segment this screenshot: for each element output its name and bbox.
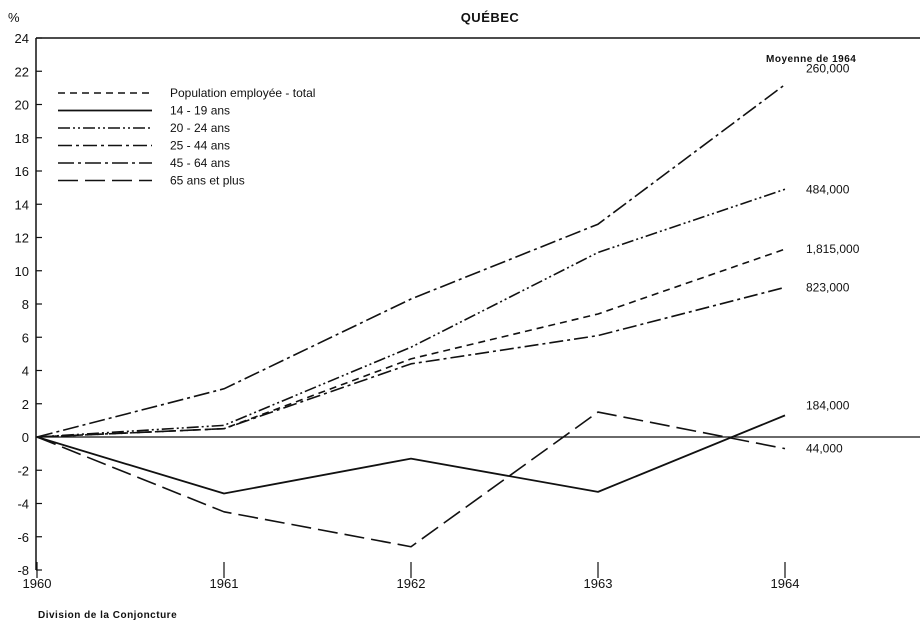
legend: Population employée - total 14 - 19 ans 20… <box>58 86 315 188</box>
y-tick-label: -6 <box>17 530 29 545</box>
series-end-label: 1,815,000 <box>806 242 860 256</box>
x-axis-ticks: 1960 1961 1962 1963 1964 <box>23 562 800 591</box>
x-tick-label: 1962 <box>397 576 426 591</box>
legend-label: 25 - 44 ans <box>170 139 230 153</box>
y-tick-label: 0 <box>22 430 29 445</box>
series-end-label: 184,000 <box>806 398 850 412</box>
end-label-header: Moyenne de 1964 <box>766 54 856 65</box>
legend-label: 65 ans et plus <box>170 174 245 188</box>
legend-label: 20 - 24 ans <box>170 121 230 135</box>
series-line-5 <box>36 83 786 438</box>
y-tick-label: 16 <box>15 164 29 179</box>
y-tick-label: 4 <box>22 364 29 379</box>
series-end-label: 484,000 <box>806 182 850 196</box>
y-tick-label: 20 <box>15 98 29 113</box>
y-tick-label: 14 <box>15 197 29 212</box>
y-tick-label: -8 <box>17 563 29 578</box>
legend-label: 45 - 64 ans <box>170 156 230 170</box>
series-line-4 <box>36 286 786 438</box>
y-tick-label: 18 <box>15 131 29 146</box>
chart-title: QUÉBEC <box>461 10 520 25</box>
x-tick-label: 1961 <box>210 576 239 591</box>
series-end-label: 823,000 <box>806 280 850 294</box>
y-tick-label: 12 <box>15 231 29 246</box>
series-lines <box>36 83 786 548</box>
x-tick-label: 1963 <box>584 576 613 591</box>
y-tick-label: -4 <box>17 497 29 512</box>
series-end-label: 44,000 <box>806 442 843 456</box>
series-end-label: 260,000 <box>806 62 850 76</box>
series-line-6 <box>36 411 786 548</box>
y-tick-label: -2 <box>17 463 29 478</box>
series-line-3 <box>36 188 786 438</box>
x-tick-label: 1960 <box>23 576 52 591</box>
series-end-labels: 1,815,000 184,000 484,000 823,000 260,000 44,… <box>806 62 860 456</box>
legend-label: Population employée - total <box>170 86 315 100</box>
series-line-1 <box>36 248 786 438</box>
y-tick-label: 22 <box>15 64 29 79</box>
x-tick-label: 1964 <box>771 576 800 591</box>
series-line-2 <box>36 414 786 495</box>
y-tick-label: 2 <box>22 397 29 412</box>
y-tick-label: 8 <box>22 297 29 312</box>
legend-label: 14 - 19 ans <box>170 104 230 118</box>
source-note: Division de la Conjoncture <box>38 610 177 621</box>
y-tick-label: 24 <box>15 31 29 46</box>
y-axis-unit-label: % <box>8 10 20 25</box>
y-tick-label: 10 <box>15 264 29 279</box>
y-tick-label: 6 <box>22 330 29 345</box>
